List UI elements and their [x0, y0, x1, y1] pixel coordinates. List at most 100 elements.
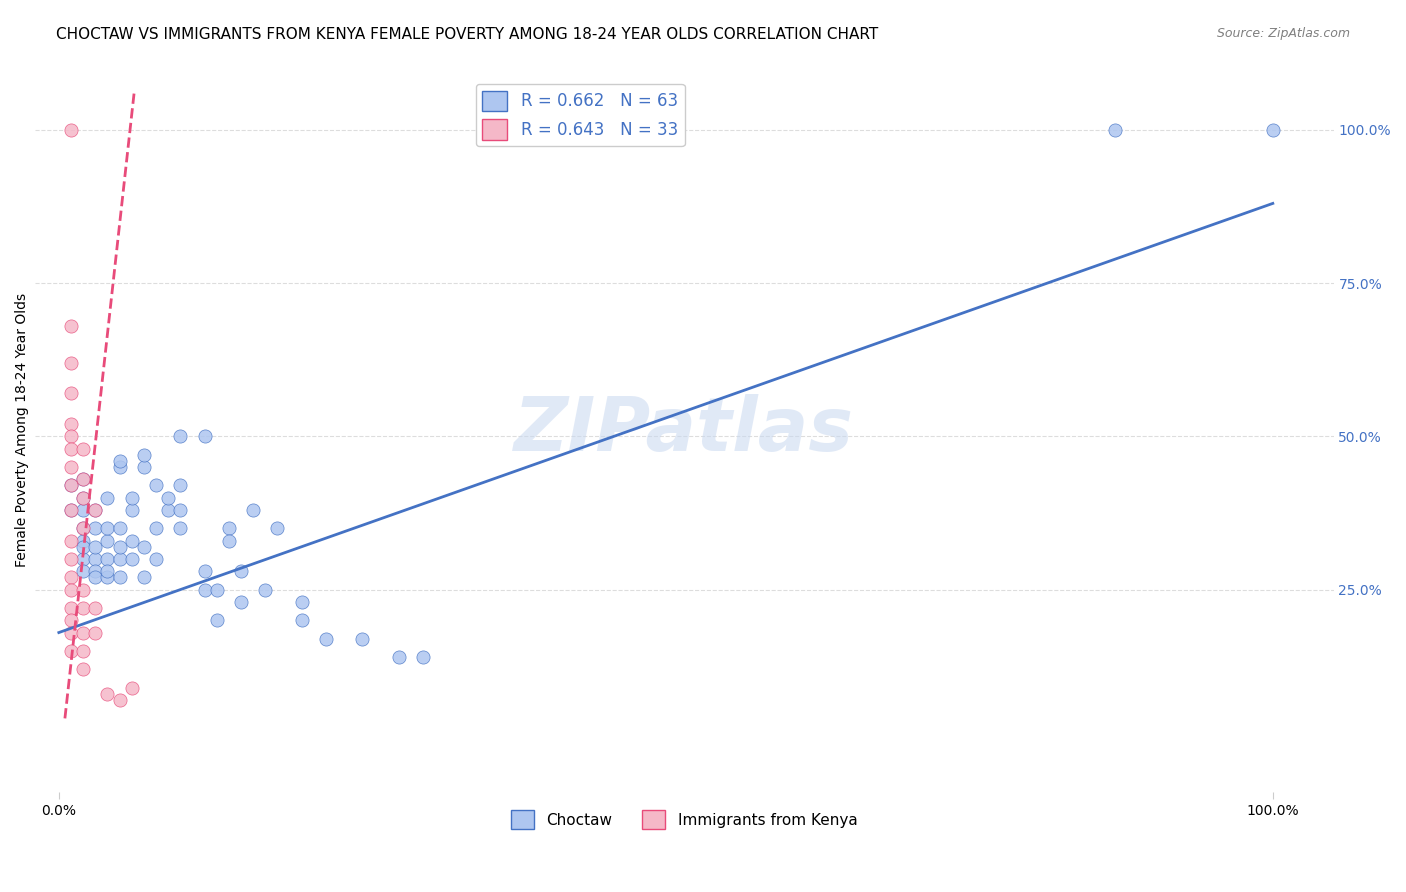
Point [108, 521, 131, 535]
Point [169, 478, 191, 492]
Point [72, 552, 94, 566]
Point [59, 570, 82, 584]
Point [169, 503, 191, 517]
Point [218, 521, 240, 535]
Point [72, 472, 94, 486]
Point [59, 613, 82, 627]
Point [291, 613, 314, 627]
Point [132, 448, 155, 462]
Point [108, 552, 131, 566]
Point [72, 540, 94, 554]
Point [84, 503, 107, 517]
Point [59, 601, 82, 615]
Point [132, 460, 155, 475]
Point [72, 601, 94, 615]
Text: Source: ZipAtlas.com: Source: ZipAtlas.com [1216, 27, 1350, 40]
Point [84, 601, 107, 615]
Point [84, 540, 107, 554]
Point [218, 533, 240, 548]
Point [72, 472, 94, 486]
Point [72, 564, 94, 578]
Point [59, 552, 82, 566]
Point [84, 521, 107, 535]
Point [72, 625, 94, 640]
Point [1261, 123, 1284, 137]
Point [121, 681, 143, 695]
Point [254, 582, 277, 597]
Point [72, 442, 94, 456]
Point [229, 595, 252, 609]
Point [59, 386, 82, 401]
Point [229, 564, 252, 578]
Point [72, 521, 94, 535]
Point [72, 533, 94, 548]
Point [1104, 123, 1126, 137]
Point [59, 644, 82, 658]
Point [145, 521, 167, 535]
Point [121, 552, 143, 566]
Point [108, 540, 131, 554]
Point [59, 582, 82, 597]
Point [193, 564, 215, 578]
Point [84, 564, 107, 578]
Point [72, 662, 94, 676]
Point [84, 570, 107, 584]
Point [96, 564, 118, 578]
Point [59, 442, 82, 456]
Point [266, 521, 288, 535]
Point [132, 540, 155, 554]
Y-axis label: Female Poverty Among 18-24 Year Olds: Female Poverty Among 18-24 Year Olds [15, 293, 30, 567]
Point [145, 552, 167, 566]
Point [121, 491, 143, 505]
Point [72, 503, 94, 517]
Point [108, 693, 131, 707]
Point [291, 595, 314, 609]
Point [72, 491, 94, 505]
Point [205, 582, 228, 597]
Point [59, 417, 82, 431]
Point [59, 478, 82, 492]
Point [84, 552, 107, 566]
Point [72, 491, 94, 505]
Point [59, 123, 82, 137]
Point [108, 570, 131, 584]
Point [169, 429, 191, 443]
Point [242, 503, 264, 517]
Point [205, 613, 228, 627]
Point [157, 503, 180, 517]
Point [352, 632, 374, 646]
Point [121, 503, 143, 517]
Point [59, 503, 82, 517]
Point [84, 503, 107, 517]
Point [96, 533, 118, 548]
Point [59, 478, 82, 492]
Point [193, 429, 215, 443]
Point [169, 521, 191, 535]
Point [59, 318, 82, 333]
Point [108, 454, 131, 468]
Point [72, 582, 94, 597]
Legend: Choctaw, Immigrants from Kenya: Choctaw, Immigrants from Kenya [505, 804, 863, 835]
Point [108, 460, 131, 475]
Point [121, 533, 143, 548]
Point [72, 644, 94, 658]
Point [96, 521, 118, 535]
Point [84, 625, 107, 640]
Text: CHOCTAW VS IMMIGRANTS FROM KENYA FEMALE POVERTY AMONG 18-24 YEAR OLDS CORRELATIO: CHOCTAW VS IMMIGRANTS FROM KENYA FEMALE … [56, 27, 879, 42]
Point [59, 460, 82, 475]
Point [96, 687, 118, 701]
Point [412, 650, 434, 665]
Point [132, 570, 155, 584]
Point [59, 429, 82, 443]
Point [59, 533, 82, 548]
Point [96, 491, 118, 505]
Point [59, 625, 82, 640]
Point [59, 503, 82, 517]
Point [96, 552, 118, 566]
Point [388, 650, 411, 665]
Point [145, 478, 167, 492]
Point [315, 632, 337, 646]
Point [72, 521, 94, 535]
Point [59, 356, 82, 370]
Point [193, 582, 215, 597]
